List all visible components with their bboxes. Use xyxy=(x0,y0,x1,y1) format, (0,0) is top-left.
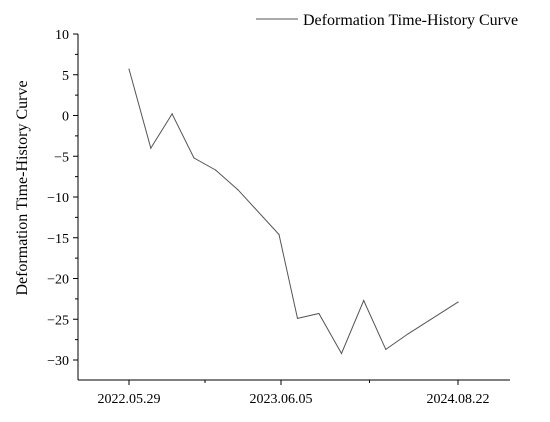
y-tick-label: 10 xyxy=(55,28,69,43)
y-tick-label: −20 xyxy=(47,273,69,288)
y-axis-ticks: 10 5 0 −5 −10 −15 −20 −25 −30 xyxy=(47,28,78,369)
y-tick-label: −5 xyxy=(54,150,69,165)
x-axis-ticks: 2022.05.29 2023.06.05 2024.08.22 xyxy=(98,380,490,407)
data-point xyxy=(193,157,195,159)
series-line xyxy=(128,68,459,355)
data-point xyxy=(171,113,173,115)
y-tick-label: −30 xyxy=(47,354,69,369)
y-tick-label: −15 xyxy=(47,232,69,247)
data-point xyxy=(457,301,459,303)
y-tick-label: −10 xyxy=(47,191,69,206)
series-layer xyxy=(128,68,459,355)
data-point xyxy=(340,352,343,355)
data-point xyxy=(128,68,130,70)
x-tick-label: 2023.06.05 xyxy=(250,392,313,407)
data-point xyxy=(215,169,217,171)
legend-label: Deformation Time-History Curve xyxy=(303,12,518,29)
x-tick-label: 2024.08.22 xyxy=(427,392,490,407)
data-point xyxy=(318,312,320,315)
y-tick-label: −25 xyxy=(47,313,69,328)
legend: Deformation Time-History Curve xyxy=(256,12,518,29)
y-tick-label: 5 xyxy=(62,69,69,84)
y-tick-label: 0 xyxy=(62,110,69,125)
data-point xyxy=(385,348,387,351)
data-point xyxy=(296,317,299,320)
data-point xyxy=(407,333,409,335)
data-point xyxy=(150,147,152,149)
y-axis-title: Deformation Time-History Curve xyxy=(14,80,31,295)
x-tick-label: 2022.05.29 xyxy=(98,392,161,407)
data-point xyxy=(237,189,239,191)
plot-area: 10 5 0 −5 −10 −15 −20 −25 −30 2022.05.29 2023.06.… xyxy=(47,28,510,407)
data-point xyxy=(278,233,280,236)
data-point xyxy=(363,299,365,302)
